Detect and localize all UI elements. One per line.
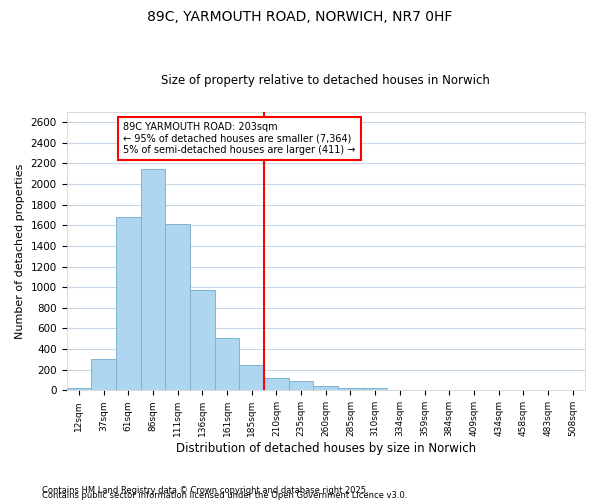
Bar (363, 388, 388, 390)
Bar (91, 360, 116, 390)
Bar (215, 338, 239, 390)
Text: Contains public sector information licensed under the Open Government Licence v3: Contains public sector information licen… (42, 491, 407, 500)
Bar (116, 217, 140, 390)
Bar (239, 365, 264, 390)
X-axis label: Distribution of detached houses by size in Norwich: Distribution of detached houses by size … (176, 442, 476, 455)
Text: 89C YARMOUTH ROAD: 203sqm
← 95% of detached houses are smaller (7,364)
5% of sem: 89C YARMOUTH ROAD: 203sqm ← 95% of detac… (124, 122, 356, 156)
Bar (338, 388, 363, 390)
Y-axis label: Number of detached properties: Number of detached properties (15, 164, 25, 339)
Text: Contains HM Land Registry data © Crown copyright and database right 2025.: Contains HM Land Registry data © Crown c… (42, 486, 368, 495)
Bar (190, 290, 215, 390)
Bar (313, 386, 338, 390)
Bar (289, 380, 313, 390)
Bar (264, 378, 289, 390)
Title: Size of property relative to detached houses in Norwich: Size of property relative to detached ho… (161, 74, 490, 87)
Bar (140, 168, 165, 390)
Text: 89C, YARMOUTH ROAD, NORWICH, NR7 0HF: 89C, YARMOUTH ROAD, NORWICH, NR7 0HF (148, 10, 452, 24)
Bar (67, 388, 91, 390)
Bar (165, 224, 190, 390)
